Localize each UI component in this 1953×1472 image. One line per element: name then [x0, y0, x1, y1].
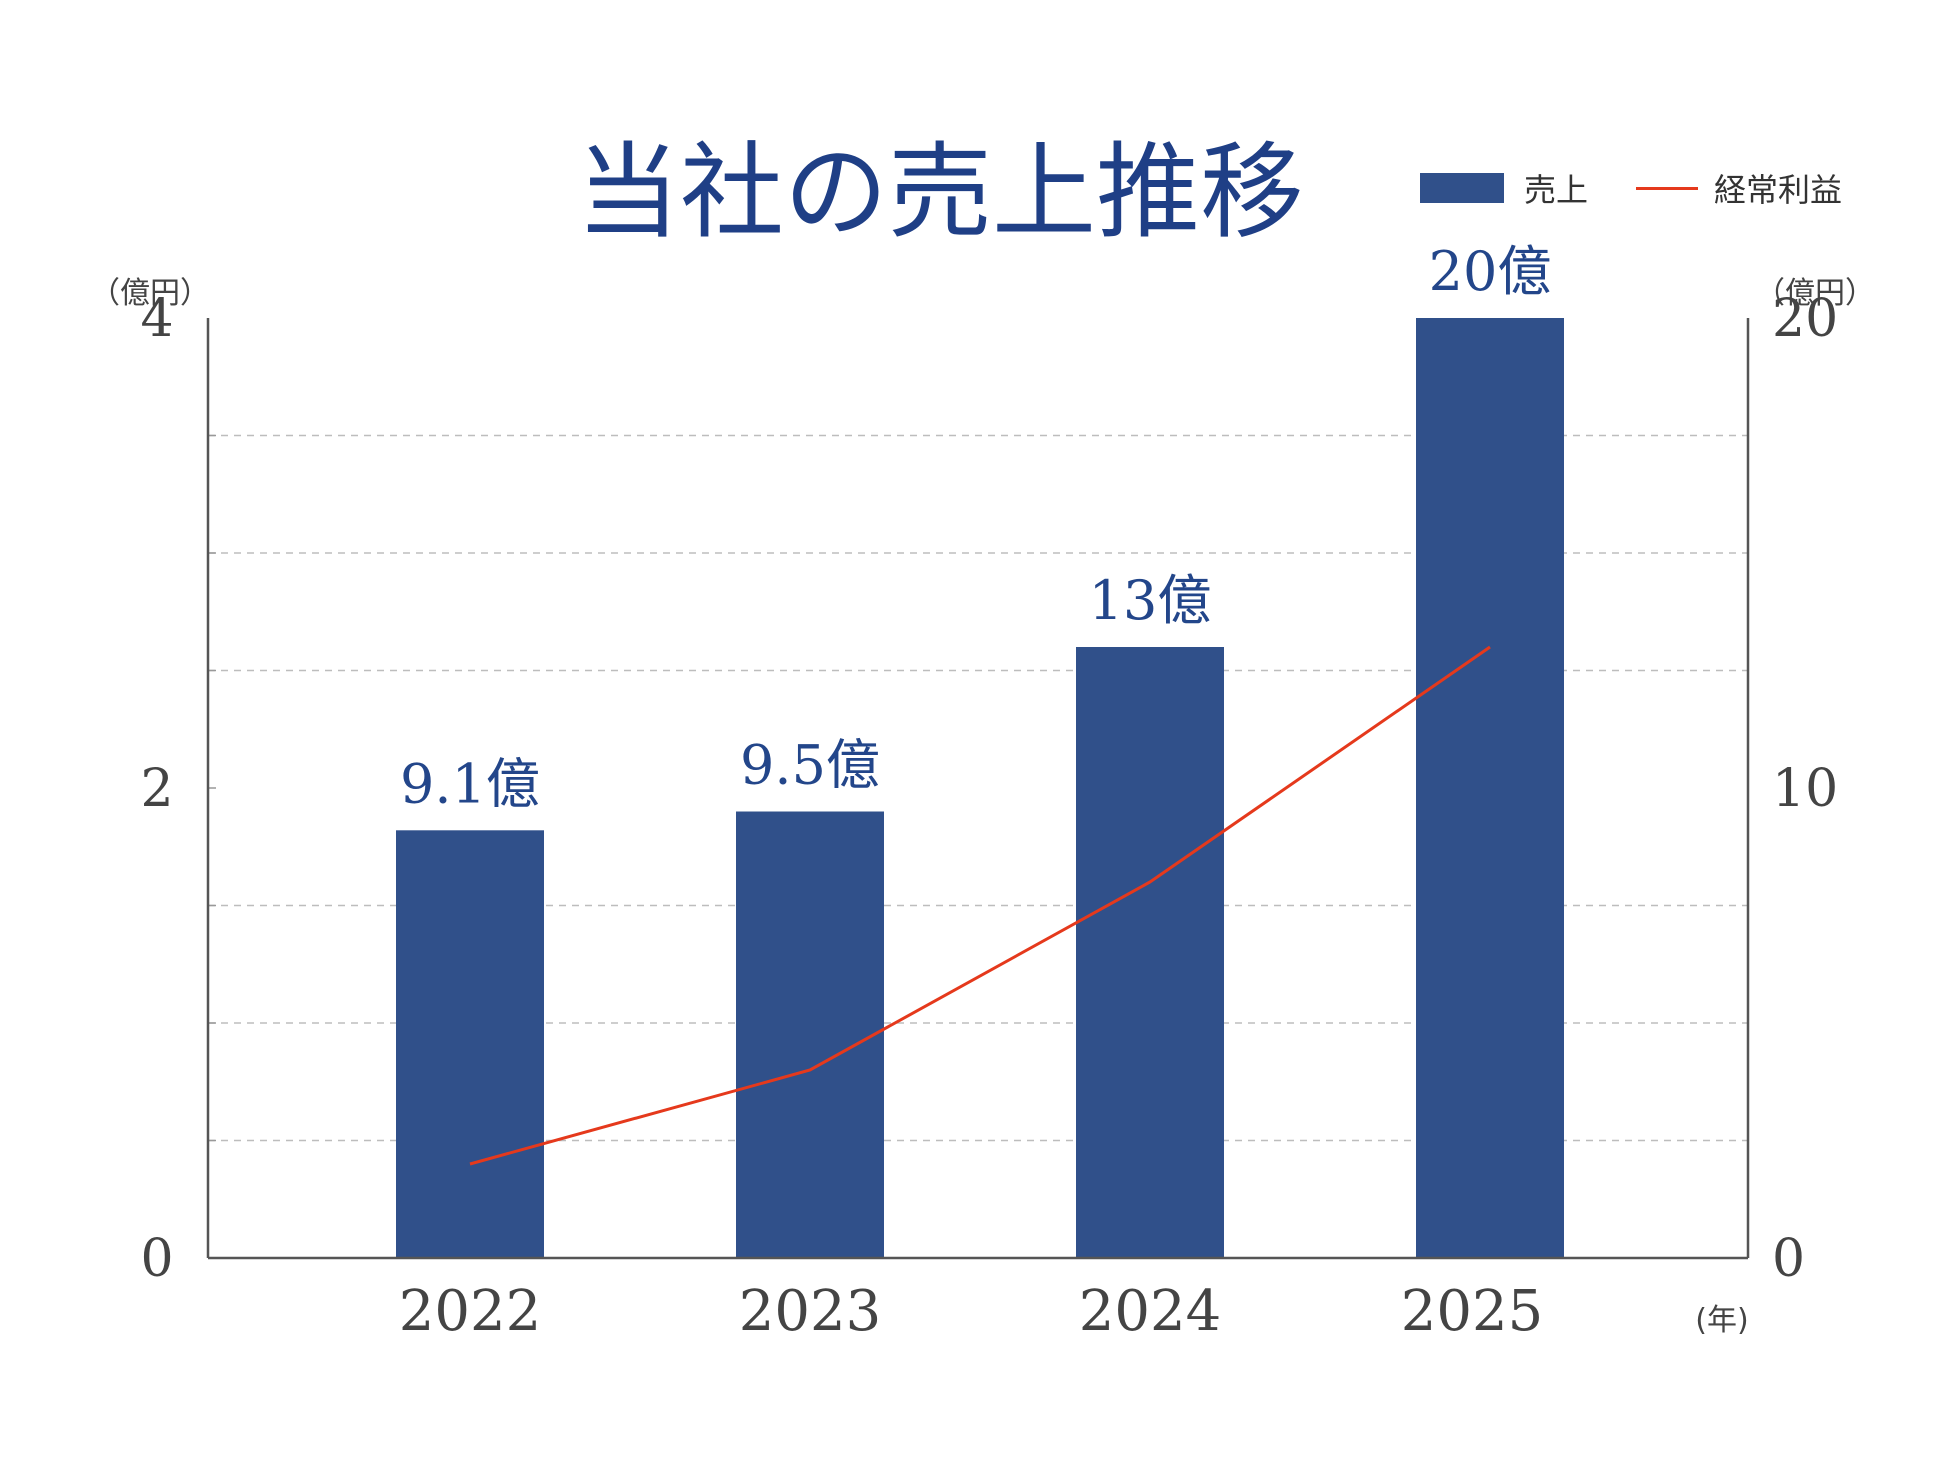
- data-label-2025: 20億: [1429, 240, 1552, 303]
- data-label-2023: 9.5億: [740, 734, 880, 797]
- bar-2025: [1416, 318, 1564, 1258]
- bar-2023: [736, 811, 884, 1258]
- right-tick-label: 10: [1772, 759, 1838, 819]
- data-label-2022: 9.1億: [400, 752, 540, 815]
- legend: 売上 経常利益: [1420, 168, 1843, 209]
- left-tick-label: 0: [140, 1229, 173, 1289]
- bar-2022: [396, 830, 544, 1258]
- right-tick-label: 20: [1772, 289, 1838, 349]
- line-経常利益: [469, 645, 1491, 1166]
- legend-line-swatch: [1636, 186, 1699, 190]
- left-tick-label: 4: [140, 289, 173, 349]
- legend-label-bar: 売上: [1524, 171, 1589, 209]
- x-tick-label: 2025: [1401, 1279, 1544, 1344]
- legend-bar-swatch: [1420, 173, 1504, 203]
- x-tick-label: 2022: [399, 1279, 542, 1344]
- right-axis-unit: （億円）: [1755, 276, 1875, 311]
- x-tick-label: 2024: [1079, 1279, 1222, 1344]
- legend-label-line: 経常利益: [1714, 171, 1843, 209]
- left-axis-unit: （億円）: [90, 276, 210, 311]
- x-axis-unit: (年): [1695, 1303, 1748, 1338]
- chart-title: 当社の売上推移: [575, 131, 1304, 253]
- data-label-2024: 13億: [1089, 569, 1212, 632]
- bar-2024: [1076, 647, 1224, 1258]
- x-tick-label: 2023: [739, 1279, 882, 1344]
- right-tick-label: 0: [1772, 1229, 1805, 1289]
- left-tick-label: 2: [140, 759, 173, 819]
